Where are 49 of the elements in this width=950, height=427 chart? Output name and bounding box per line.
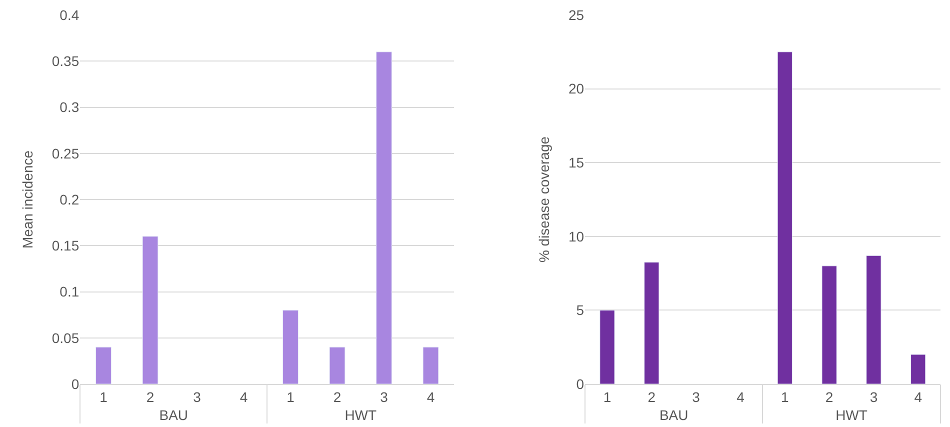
y-tick-label: 0.25 — [52, 145, 80, 162]
x-tick-label: 2 — [146, 388, 154, 405]
x-tick-label: 1 — [603, 388, 612, 405]
bar — [376, 52, 392, 384]
bar — [600, 310, 615, 384]
bar — [910, 354, 926, 384]
y-tick-label: 0.35 — [52, 53, 80, 70]
x-tick-label: 4 — [736, 388, 745, 405]
x-tick-label: 3 — [870, 388, 878, 405]
y-tick-label: 0.15 — [52, 238, 80, 254]
y-tick-label: 0.3 — [60, 99, 80, 116]
x-tick-label: 2 — [333, 388, 342, 405]
y-tick-label: 15 — [568, 154, 584, 170]
bar — [329, 346, 346, 384]
bar — [96, 346, 112, 384]
x-tick-label: 1 — [780, 388, 789, 405]
text: BAU — [159, 406, 188, 423]
bar — [777, 52, 792, 384]
text: HWT — [344, 406, 378, 423]
y-tick-label: 0.1 — [60, 284, 80, 300]
x-tick-label: 4 — [426, 388, 435, 405]
bar — [822, 266, 837, 384]
x-tick-label: 2 — [648, 388, 656, 405]
bar — [644, 262, 660, 384]
bar — [866, 255, 882, 384]
y-tick-label: 0 — [576, 376, 584, 392]
x-tick-label: 3 — [193, 388, 202, 405]
x-tick-label: 4 — [914, 388, 922, 405]
text: HWT — [836, 406, 868, 423]
x-tick-label: 4 — [240, 388, 248, 405]
x-tick-label: 1 — [286, 388, 295, 405]
y-tick-label: 10 — [568, 228, 584, 244]
y-tick-label: 5 — [576, 302, 584, 318]
x-tick-label: 3 — [380, 388, 388, 405]
y-tick-label: 0.2 — [60, 191, 80, 208]
bar — [142, 236, 158, 384]
y-tick-label: 0 — [71, 376, 80, 392]
bar — [422, 346, 439, 384]
x-tick-label: 2 — [825, 388, 834, 405]
x-tick-label: 1 — [100, 388, 108, 405]
y-axis-title: % disease coverage — [536, 136, 552, 263]
y-tick-label: 20 — [568, 80, 584, 97]
y-tick-label: 0.05 — [52, 330, 80, 346]
text: BAU — [659, 406, 688, 423]
y-tick-label: 25 — [568, 6, 584, 23]
y-axis-title: Mean incidence — [19, 150, 36, 249]
x-tick-label: 3 — [692, 388, 700, 405]
bar — [282, 310, 298, 384]
y-tick-label: 0.4 — [60, 6, 80, 23]
